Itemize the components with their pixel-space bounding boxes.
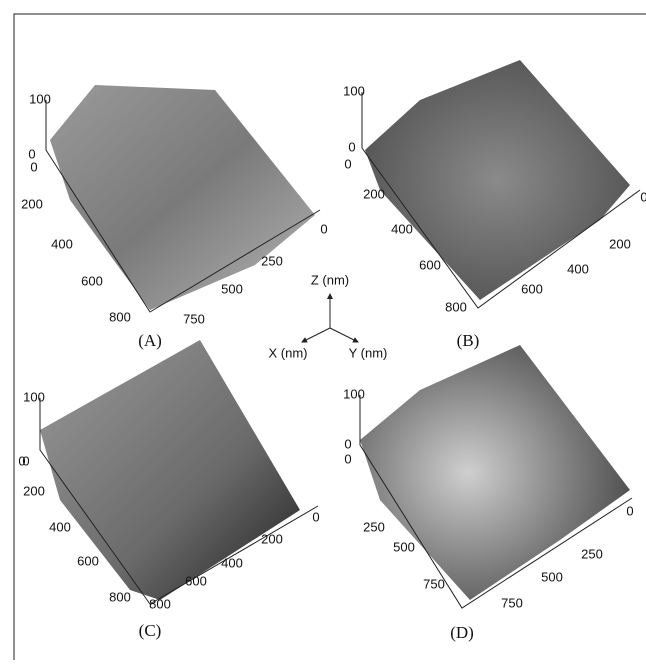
y-tick-label: 200: [609, 236, 631, 251]
x-tick-label: 250: [363, 519, 385, 534]
x-tick-label: 200: [363, 186, 385, 201]
x-tick-label: 0: [18, 453, 25, 468]
y-tick-label: 600: [185, 573, 207, 588]
x-tick-label: 500: [393, 539, 415, 554]
x-tick-label: 0: [344, 451, 351, 466]
x-tick-label: 800: [445, 299, 467, 314]
x-tick-label: 200: [21, 196, 43, 211]
x-tick-label: 800: [109, 589, 131, 604]
y-tick-label: 0: [320, 221, 327, 236]
z-tick-label: 0: [348, 139, 355, 154]
z-tick-label: 100: [23, 389, 45, 404]
y-tick-label: 250: [581, 546, 603, 561]
x-tick-label: 0: [30, 159, 37, 174]
x-tick-label: 800: [109, 309, 131, 324]
z-tick-label: 100: [343, 83, 365, 98]
y-tick-label: 600: [521, 281, 543, 296]
surface: [365, 60, 630, 300]
z-tick-label: 100: [29, 91, 51, 106]
figure: Z (nm) X (nm) Y (nm) (A)1000020040060080…: [0, 0, 646, 668]
y-tick-label: 750: [183, 311, 205, 326]
y-tick-label: 400: [567, 261, 589, 276]
y-tick-label: 400: [221, 555, 243, 570]
x-arrow: [302, 328, 330, 342]
y-tick-label: 250: [261, 253, 283, 268]
y-tick-label: 200: [261, 531, 283, 546]
y-tick-label: 750: [501, 595, 523, 610]
z-tick-label: 100: [343, 386, 365, 401]
y-arrow: [330, 328, 358, 342]
y-label: Y (nm): [349, 345, 388, 360]
y-tick-label: 500: [221, 281, 243, 296]
y-tick-label: 800: [149, 596, 171, 611]
y-tick-label: 0: [312, 509, 319, 524]
z-label: Z (nm): [311, 272, 349, 287]
x-tick-label: 400: [49, 519, 71, 534]
panel-label: (A): [138, 331, 162, 350]
x-tick-label: 600: [419, 257, 441, 272]
y-tick-label: 0: [640, 189, 646, 204]
y-tick-label: 0: [626, 503, 633, 518]
panel-label: (D): [450, 623, 474, 642]
x-tick-label: 750: [423, 576, 445, 591]
x-tick-label: 400: [391, 221, 413, 236]
x-tick-label: 200: [23, 483, 45, 498]
surface: [360, 345, 630, 600]
z-tick-label: 0: [344, 436, 351, 451]
y-tick-label: 500: [541, 569, 563, 584]
x-tick-label: 0: [344, 156, 351, 171]
x-label: X (nm): [269, 345, 308, 360]
panel-label: (C): [139, 621, 162, 640]
x-tick-label: 600: [77, 553, 99, 568]
x-tick-label: 400: [51, 236, 73, 251]
x-tick-label: 600: [81, 273, 103, 288]
panel-label: (B): [457, 331, 480, 350]
